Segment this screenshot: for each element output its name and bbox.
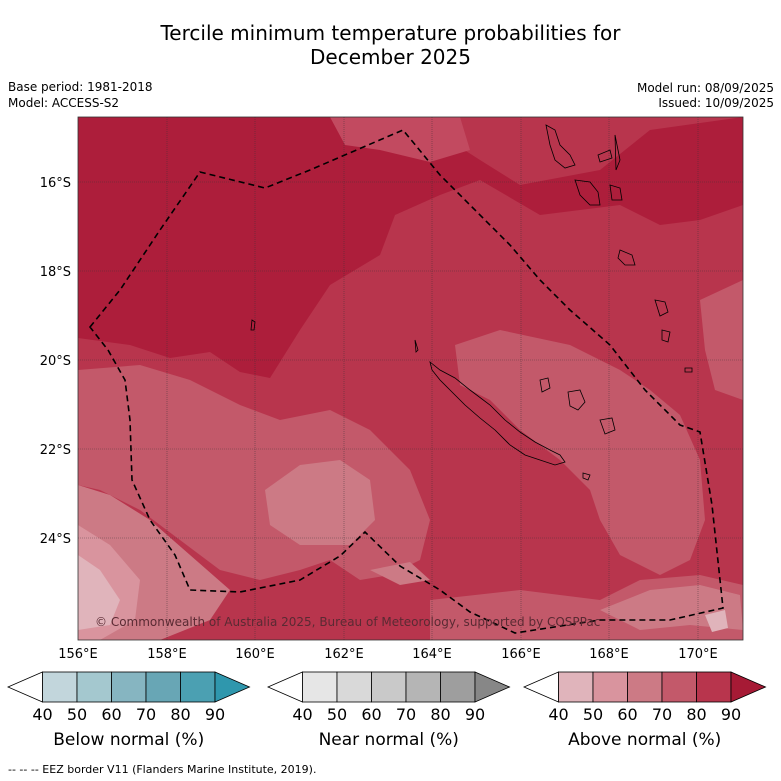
map-title-line2: December 2025 bbox=[310, 45, 471, 69]
lon-label: 162°E bbox=[324, 647, 364, 662]
colorbar-segment bbox=[371, 671, 407, 703]
colorbar-tick-label: 80 bbox=[170, 705, 191, 724]
map-title-line1: Tercile minimum temperature probabilitie… bbox=[160, 21, 621, 45]
lat-label: 22°S bbox=[40, 443, 71, 458]
colorbar-segment bbox=[180, 671, 216, 703]
colorbar-tick-label: 50 bbox=[326, 705, 348, 724]
lon-label: 164°E bbox=[412, 647, 452, 662]
eez-footer-note: -- -- -- EEZ border V11 (Flanders Marine… bbox=[8, 763, 317, 776]
colorbar-extend-low bbox=[522, 671, 559, 703]
lat-label: 16°S bbox=[40, 176, 71, 191]
colorbar-title: Above normal (%) bbox=[568, 730, 722, 750]
lon-label: 160°E bbox=[235, 647, 275, 662]
colorbar-tick-label: 40 bbox=[548, 705, 569, 724]
colorbar-tick-label: 90 bbox=[464, 705, 486, 724]
graticule bbox=[78, 117, 743, 640]
colorbar-segment bbox=[42, 671, 78, 703]
colorbar-tick-label: 90 bbox=[204, 705, 226, 724]
lon-label: 170°E bbox=[678, 647, 718, 662]
lon-label: 166°E bbox=[501, 647, 541, 662]
colorbar-tick-label: 80 bbox=[686, 705, 707, 724]
model-run-date: Model run: 08/09/2025 bbox=[636, 81, 774, 95]
colorbar-title: Near normal (%) bbox=[318, 730, 459, 750]
colorbar-segment bbox=[76, 671, 112, 703]
colorbar-tick-label: 70 bbox=[651, 705, 673, 724]
colorbar-extend-low bbox=[266, 671, 303, 703]
colorbar-segment bbox=[145, 671, 181, 703]
colorbar-extend-high bbox=[730, 671, 767, 703]
lat-label: 18°S bbox=[40, 265, 71, 280]
copyright-text: © Commonwealth of Australia 2025, Bureau… bbox=[95, 615, 600, 629]
colorbar-2 bbox=[522, 671, 767, 703]
colorbar-segment bbox=[661, 671, 697, 703]
lat-label: 24°S bbox=[40, 532, 71, 547]
colorbar-segment bbox=[405, 671, 441, 703]
lon-label: 158°E bbox=[147, 647, 187, 662]
colorbar-segment bbox=[627, 671, 663, 703]
colorbar-tick-label: 70 bbox=[135, 705, 157, 724]
colorbar-title: Below normal (%) bbox=[53, 730, 205, 750]
colorbar-tick-label: 80 bbox=[430, 705, 451, 724]
colorbar-tick-label: 50 bbox=[66, 705, 88, 724]
base-period: Base period: 1981-2018 bbox=[8, 80, 153, 94]
colorbar-tick-label: 40 bbox=[292, 705, 313, 724]
lon-label: 156°E bbox=[58, 647, 98, 662]
colorbar-segment bbox=[336, 671, 372, 703]
colorbar-segment bbox=[302, 671, 338, 703]
colorbar-tick-label: 60 bbox=[617, 705, 638, 724]
colorbar-0 bbox=[6, 671, 251, 703]
colorbar-tick-label: 50 bbox=[582, 705, 604, 724]
colorbar-segment bbox=[558, 671, 594, 703]
colorbar-extend-low bbox=[6, 671, 43, 703]
colorbar-group bbox=[6, 671, 767, 703]
colorbar-tick-label: 90 bbox=[720, 705, 742, 724]
eez-border bbox=[88, 129, 724, 634]
colorbar-extend-high bbox=[474, 671, 511, 703]
colorbar-tick-label: 70 bbox=[395, 705, 417, 724]
colorbar-segment bbox=[592, 671, 628, 703]
lon-label: 168°E bbox=[589, 647, 629, 662]
issued-date: Issued: 10/09/2025 bbox=[658, 96, 774, 110]
colorbar-tick-label: 60 bbox=[361, 705, 382, 724]
colorbar-tick-label: 60 bbox=[101, 705, 122, 724]
colorbar-segment bbox=[111, 671, 147, 703]
colorbar-extend-high bbox=[214, 671, 251, 703]
colorbar-segment bbox=[696, 671, 732, 703]
lat-label: 20°S bbox=[40, 354, 71, 369]
colorbar-tick-label: 40 bbox=[32, 705, 53, 724]
model-name: Model: ACCESS-S2 bbox=[8, 96, 120, 110]
colorbar-1 bbox=[266, 671, 511, 703]
probability-fill bbox=[78, 117, 743, 640]
colorbar-segment bbox=[440, 671, 476, 703]
coastlines bbox=[250, 124, 693, 481]
